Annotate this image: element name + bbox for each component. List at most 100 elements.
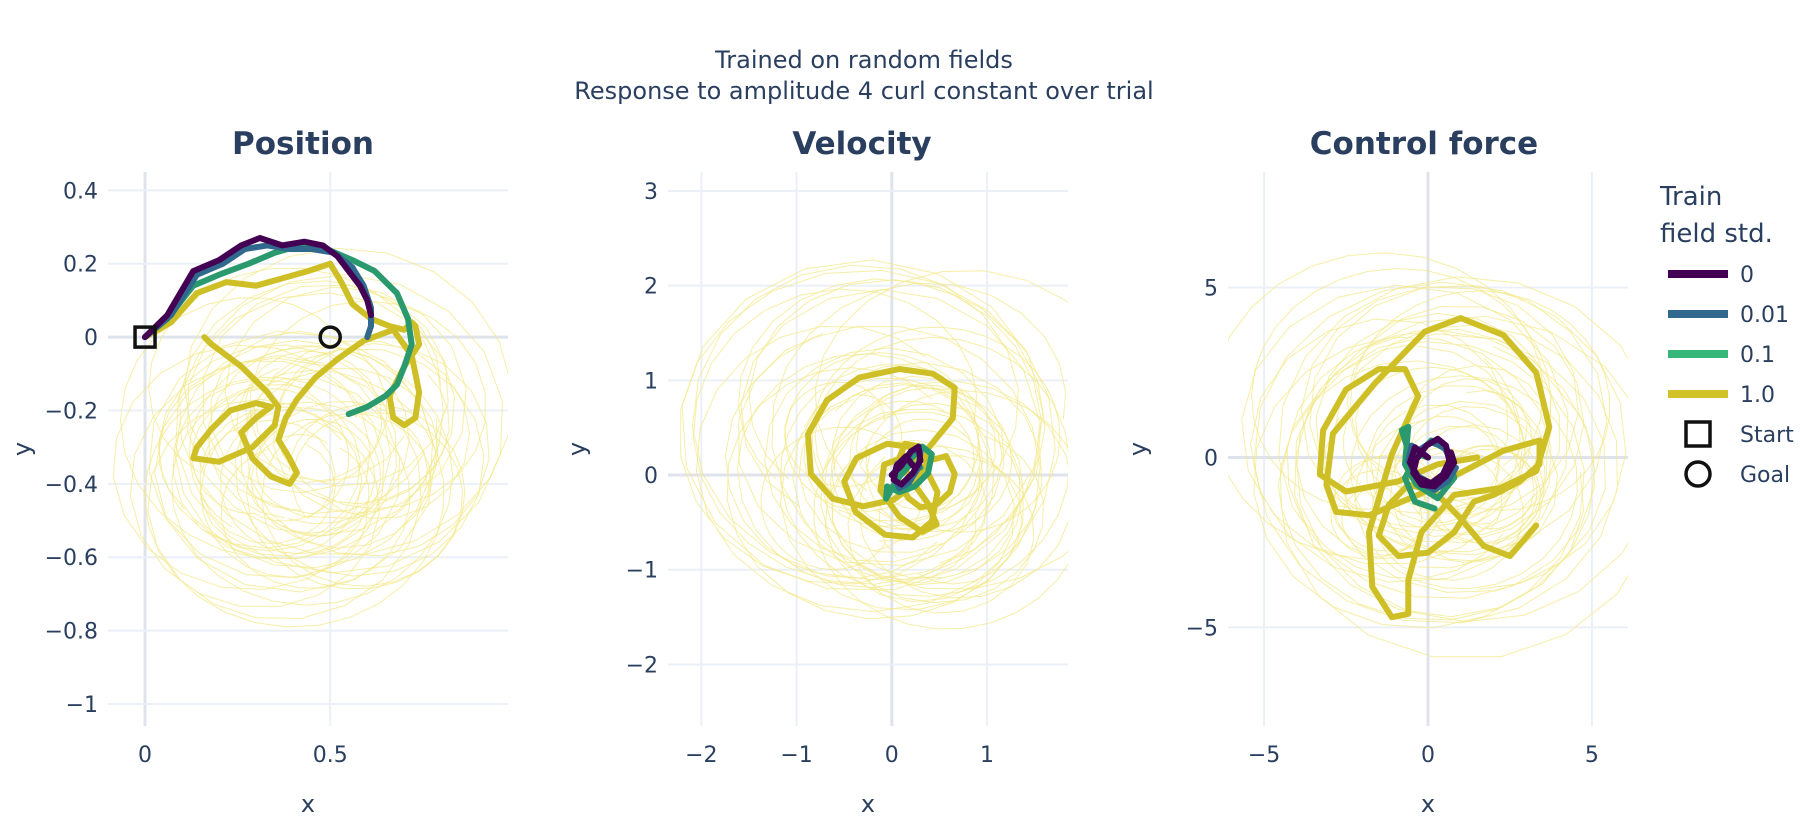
- y-tick-label: 0: [84, 326, 98, 351]
- series-line-0-1: [142, 242, 415, 418]
- y-tick-label: 3: [644, 180, 658, 205]
- trial-curve: [1350, 375, 1578, 590]
- trial-curve: [736, 353, 995, 589]
- trial-curve: [210, 330, 388, 494]
- trial-curve: [764, 347, 1005, 563]
- trial-curve: [1228, 252, 1545, 560]
- series-line-0: [1407, 435, 1458, 490]
- trial-curve: [220, 407, 381, 555]
- y-tick-label: −2: [626, 653, 658, 678]
- legend-label: Start: [1740, 423, 1794, 448]
- trial-curve: [771, 270, 1068, 590]
- y-tick-label: 0: [1204, 446, 1218, 471]
- x-tick-label: 0: [885, 743, 899, 768]
- legend-items: 0 0.01 0.1 1.0 Start Goal: [1668, 263, 1794, 488]
- series-line-0: [888, 443, 924, 488]
- trial-curve: [191, 388, 350, 522]
- trial-curve: [144, 369, 445, 628]
- background-trials: [680, 259, 1068, 630]
- trial-curve: [171, 345, 454, 606]
- legend-circle-icon: [1684, 460, 1712, 488]
- position-panel: 0 0.5 0.4 0.2 0 −0.2 −0.4 −0.6 −0.8 −1 Position x y: [8, 126, 508, 818]
- panel-title: Control force: [1310, 126, 1538, 162]
- series-line-1-0: [805, 366, 958, 541]
- start-marker: [133, 325, 157, 349]
- y-tick-label: −0.2: [45, 399, 98, 424]
- x-tick-label: 0: [1421, 743, 1435, 768]
- series-line-0-1: [1398, 423, 1458, 512]
- trial-curve: [157, 344, 397, 559]
- legend-label: 1.0: [1740, 383, 1775, 408]
- trial-curve: [202, 284, 467, 519]
- trial-curve: [1370, 404, 1501, 524]
- x-tick-label: 1: [980, 743, 994, 768]
- velocity-panel: −2 −1 0 1 3 2 1 0 −1 −2 Velocity x y: [563, 126, 1068, 818]
- legend-title-line2: field std.: [1660, 219, 1773, 249]
- y-tick-label: 0: [644, 464, 658, 489]
- legend-item-goal: Goal: [1684, 460, 1790, 488]
- trial-curve: [261, 412, 464, 587]
- trial-curve: [724, 326, 1041, 620]
- x-tick-label: −5: [1248, 743, 1280, 768]
- series-line-1-0: [1316, 315, 1553, 621]
- legend: Train field std. 0 0.01 0.1 1.0 Start Goal: [1659, 182, 1794, 488]
- control-force-panel: −5 0 5 5 0 −5 Control force x y: [1124, 126, 1628, 818]
- y-tick-label: 0.4: [63, 179, 98, 204]
- y-axis-label: y: [563, 442, 591, 456]
- legend-item-0: 0: [1668, 263, 1754, 288]
- legend-square-icon: [1684, 420, 1712, 448]
- legend-item-0-1: 0.1: [1668, 343, 1775, 368]
- trial-curve: [244, 340, 490, 557]
- goal-marker: [318, 325, 342, 349]
- figure-title-line2: Response to amplitude 4 curl constant ov…: [574, 77, 1153, 105]
- x-tick-label: −2: [685, 743, 717, 768]
- series-line-1-0: [142, 260, 423, 487]
- trial-curve: [1300, 286, 1585, 544]
- y-tick-label: 2: [644, 275, 658, 300]
- trial-curve: [1343, 366, 1526, 531]
- trial-curve: [1277, 315, 1628, 658]
- trial-curve: [1253, 336, 1585, 629]
- y-axis-label: y: [1124, 442, 1152, 456]
- background-trials: [1228, 252, 1628, 658]
- x-tick-label: 0.5: [313, 743, 348, 768]
- x-axis-label: x: [301, 790, 315, 818]
- y-tick-label: −0.8: [45, 620, 98, 645]
- trial-curve: [175, 273, 503, 574]
- trial-curve: [178, 247, 508, 555]
- trial-curve: [1253, 281, 1627, 624]
- trial-curve: [129, 357, 422, 619]
- legend-label: Goal: [1740, 463, 1790, 488]
- trial-curve: [1309, 285, 1608, 556]
- legend-title-line1: Train: [1659, 182, 1722, 212]
- y-tick-label: −0.4: [45, 473, 98, 498]
- panel-title: Velocity: [792, 126, 931, 162]
- legend-item-1-0: 1.0: [1668, 383, 1775, 408]
- x-tick-label: 5: [1585, 743, 1599, 768]
- trial-curve: [824, 429, 1015, 603]
- trial-curve: [1279, 330, 1596, 621]
- y-tick-label: 0.2: [63, 253, 98, 278]
- y-tick-label: 1: [644, 369, 658, 394]
- series-lines: [1316, 315, 1553, 621]
- x-axis-label: x: [861, 790, 875, 818]
- background-trials: [112, 247, 508, 628]
- y-axis-label: y: [8, 442, 36, 456]
- series-lines: [805, 366, 958, 541]
- legend-label: 0.1: [1740, 343, 1775, 368]
- y-tick-label: 5: [1204, 277, 1218, 302]
- trial-curve: [820, 380, 1068, 604]
- trial-curve: [692, 278, 1042, 585]
- panel-title: Position: [232, 126, 374, 162]
- legend-label: 0.01: [1740, 303, 1789, 328]
- trial-curve: [780, 336, 1068, 597]
- trial-curve: [1374, 400, 1558, 564]
- series-lines: [142, 235, 423, 487]
- x-tick-label: −1: [780, 743, 812, 768]
- trial-curve: [234, 348, 485, 577]
- legend-label: 0: [1740, 263, 1754, 288]
- legend-item-0-01: 0.01: [1668, 303, 1789, 328]
- y-tick-label: −1: [66, 693, 98, 718]
- trial-curve: [1251, 267, 1552, 528]
